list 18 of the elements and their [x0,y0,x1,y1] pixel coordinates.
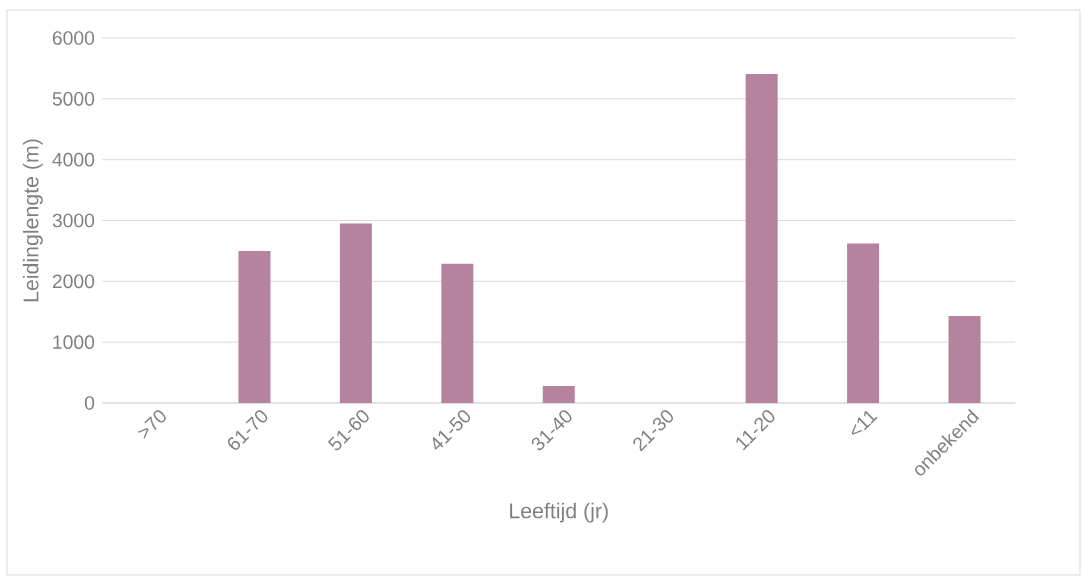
bar [441,263,474,403]
y-tick-label: 1000 [53,335,95,349]
bar [745,73,778,403]
bar [339,223,372,403]
bar [542,385,575,403]
y-tick-label: 5000 [52,91,95,106]
y-tick-label: 2000 [52,274,95,289]
x-tick-label: <11 [851,410,878,435]
bar [238,250,271,403]
y-axis-title: Leidinglengte (m) [22,139,43,302]
bar [847,243,880,403]
bar [948,316,981,403]
y-tick-label: 6000 [52,31,95,45]
x-tick-label: >70 [137,410,166,439]
y-tick-label: 3000 [52,213,95,228]
y-tick-label: 0 [84,396,95,410]
y-tick-label: 4000 [52,152,95,167]
x-axis-title: Leeftijd (jr) [510,502,608,523]
